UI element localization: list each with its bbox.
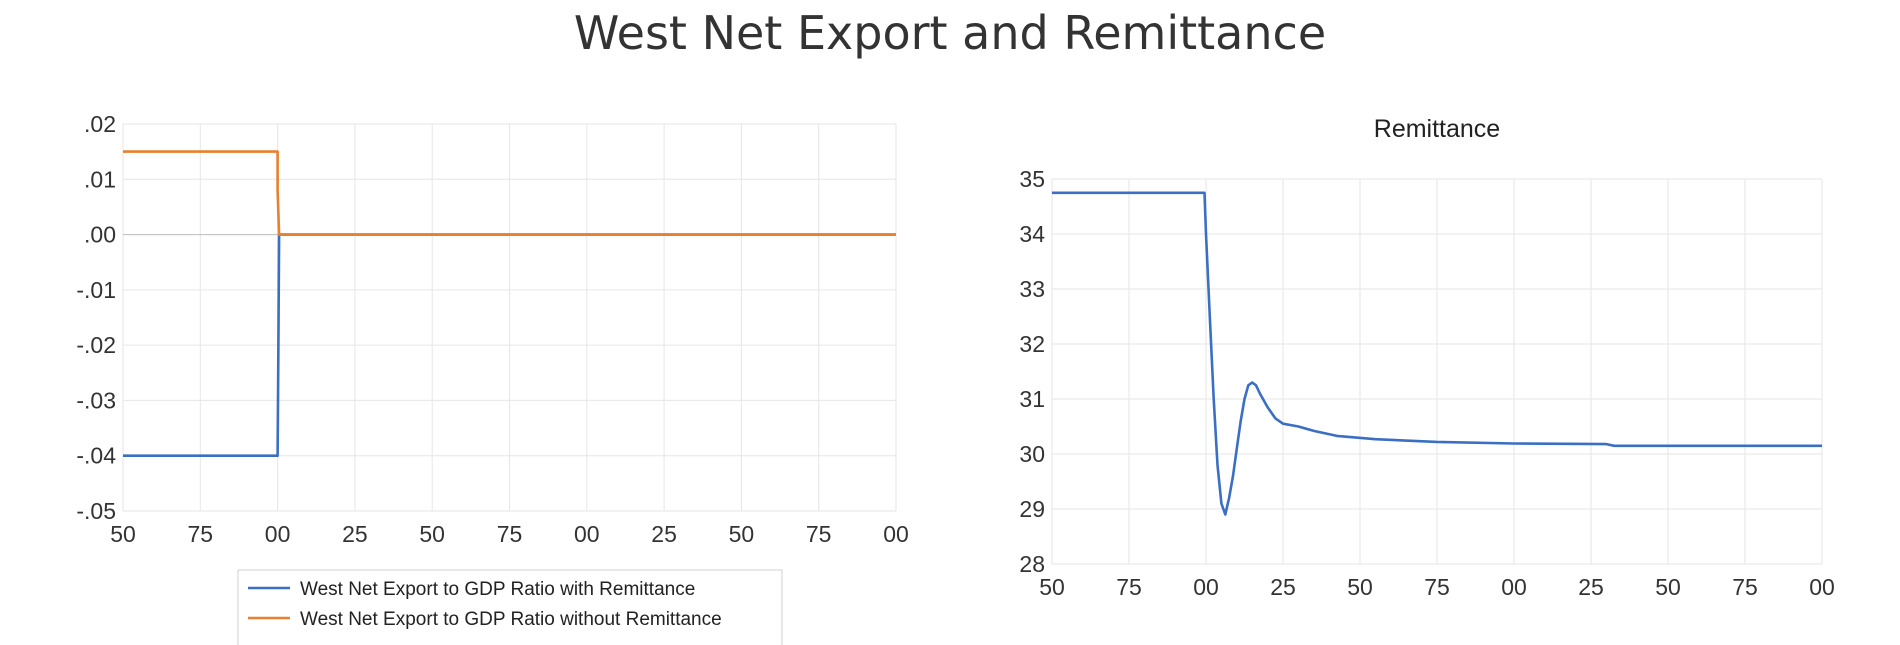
plot-1: 50 75 00 25 50 75 00 25 50 75 00 .02 .01 .00 -.01 -.02 -… xyxy=(76,111,909,645)
y-tick-label: 28 xyxy=(1019,551,1045,577)
y-tick-label: 35 xyxy=(1019,166,1045,192)
legend-box xyxy=(237,569,783,645)
x-tick-label: 75 xyxy=(1116,574,1142,600)
x-tick-label: 75 xyxy=(188,521,214,547)
y-tick-label: 29 xyxy=(1019,496,1045,522)
x-tick-label: 25 xyxy=(1578,574,1604,600)
y-tick-label: -.01 xyxy=(76,277,116,303)
x-tick-label: 75 xyxy=(1424,574,1450,600)
legend-label-2: West Net Export to GDP Ratio without Rem… xyxy=(300,609,722,630)
x-tick-label: 50 xyxy=(729,521,755,547)
x-tick-label: 50 xyxy=(1347,574,1373,600)
x-tick-label: 75 xyxy=(1732,574,1758,600)
x-tick-label: 50 xyxy=(110,521,136,547)
legend: West Net Export to GDP Ratio with Remitt… xyxy=(237,569,783,645)
x-tick-label: 25 xyxy=(342,521,368,547)
y-tick-label: 30 xyxy=(1019,441,1045,467)
y-tick-label: 31 xyxy=(1019,386,1045,412)
legend-label-1: West Net Export to GDP Ratio with Remitt… xyxy=(300,579,695,600)
x-tick-label: 75 xyxy=(806,521,832,547)
x-tick-label: 25 xyxy=(1270,574,1296,600)
plot-2: Remittance 50 75 00 25 50 75 00 25 50 75 00 35 34 33 32… xyxy=(1019,115,1834,600)
y-tick-label: -.03 xyxy=(76,387,116,413)
figure-title: West Net Export and Remittance xyxy=(573,6,1327,60)
y-tick-label: 34 xyxy=(1019,221,1045,247)
plot-title: Remittance xyxy=(1374,115,1500,143)
series-line-2 xyxy=(123,150,896,236)
y-tick-label: -.04 xyxy=(76,443,116,469)
x-tick-label: 00 xyxy=(574,521,600,547)
x-tick-label: 00 xyxy=(1809,574,1835,600)
y-tick-label: 33 xyxy=(1019,276,1045,302)
series-line-1 xyxy=(1052,191,1822,516)
y-tick-label: .00 xyxy=(84,222,116,248)
x-tick-label: 50 xyxy=(419,521,445,547)
y-tick-label: .01 xyxy=(84,166,116,192)
x-tick-label: 00 xyxy=(1193,574,1219,600)
y-tick-label: -.02 xyxy=(76,332,116,358)
y-tick-label: 32 xyxy=(1019,331,1045,357)
x-tick-label: 75 xyxy=(497,521,523,547)
x-tick-label: 50 xyxy=(1039,574,1065,600)
x-tick-label: 50 xyxy=(1655,574,1681,600)
x-tick-label: 00 xyxy=(1501,574,1527,600)
x-tick-label: 00 xyxy=(265,521,291,547)
y-tick-label: .02 xyxy=(84,111,116,137)
x-tick-label: 00 xyxy=(883,521,909,547)
x-tick-label: 25 xyxy=(651,521,677,547)
y-tick-label: -.05 xyxy=(76,498,116,524)
